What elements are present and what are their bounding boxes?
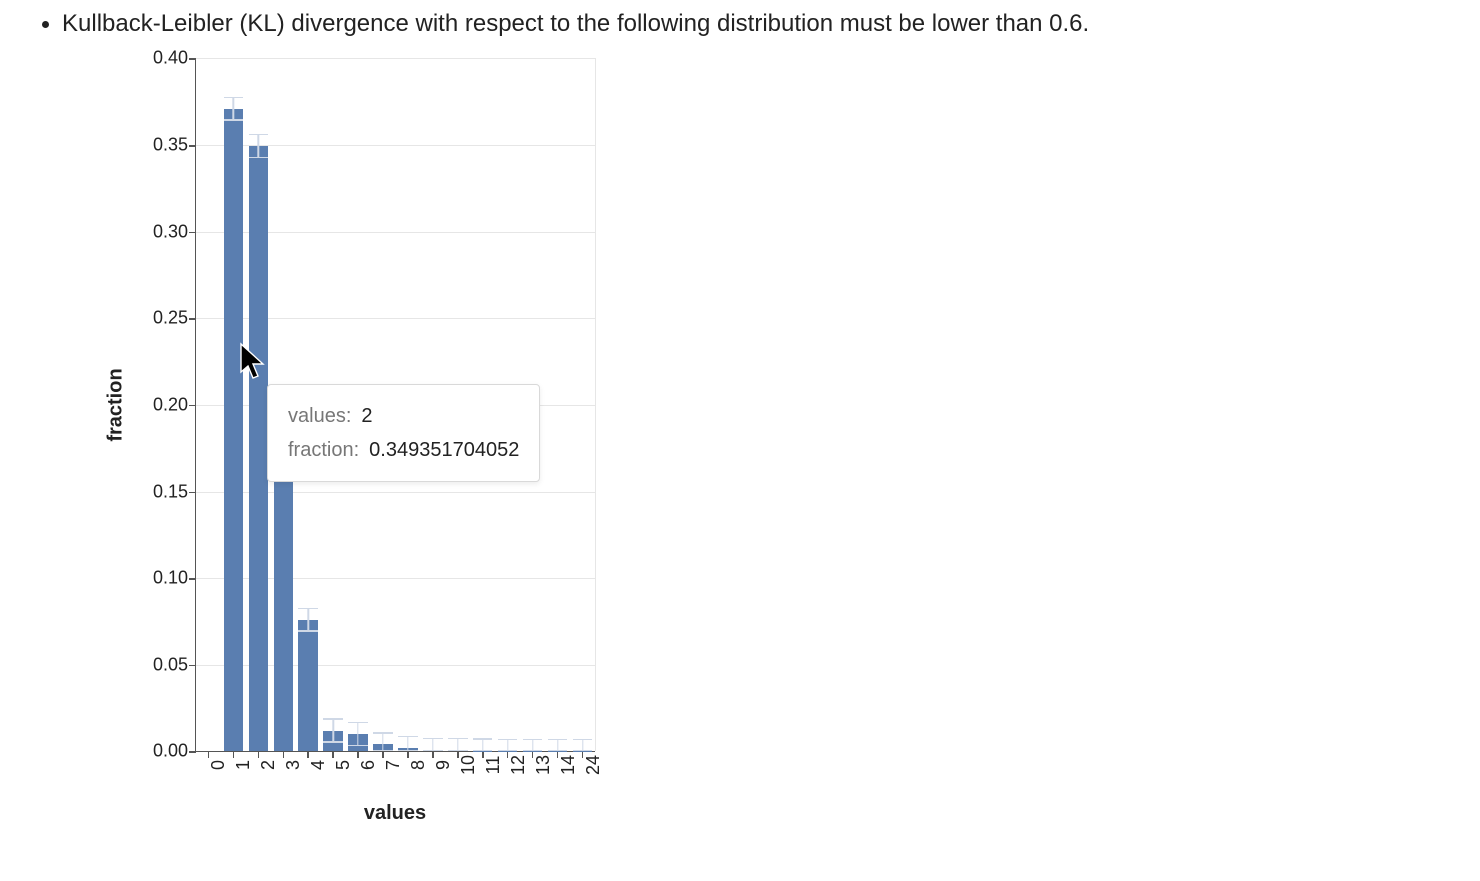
x-tick-label: 4 (308, 760, 329, 770)
x-tick-label: 11 (483, 756, 504, 775)
y-tick-label: 0.10 (153, 568, 188, 589)
x-tick-label: 2 (258, 760, 279, 770)
bar[interactable] (224, 109, 243, 752)
x-tick-mark (407, 751, 409, 758)
x-tick-label: 6 (358, 760, 379, 770)
y-tick-mark (189, 751, 196, 753)
x-tick-label: 10 (458, 755, 479, 775)
error-bar (498, 739, 517, 752)
tooltip-fraction-label: fraction: (288, 433, 359, 467)
y-tick-mark (189, 578, 196, 580)
bar[interactable] (323, 731, 342, 752)
error-bar (548, 739, 567, 751)
x-tick-mark (332, 751, 334, 758)
bar[interactable] (373, 744, 392, 751)
y-tick-label: 0.05 (153, 654, 188, 675)
y-tick-mark (189, 232, 196, 234)
x-tick-mark (432, 751, 434, 758)
bar[interactable] (348, 734, 367, 751)
y-tick-mark (189, 58, 196, 60)
x-tick-mark (382, 751, 384, 758)
bar[interactable] (398, 748, 417, 751)
y-tick-label: 0.20 (153, 394, 188, 415)
y-tick-label: 0.35 (153, 135, 188, 156)
y-tick-label: 0.25 (153, 308, 188, 329)
tooltip-values-value: 2 (361, 399, 372, 433)
x-tick-mark (233, 751, 235, 758)
tooltip-values-label: values: (288, 399, 351, 433)
y-tick-mark (189, 405, 196, 407)
bar[interactable] (523, 751, 542, 752)
y-tick-mark (189, 492, 196, 494)
bar[interactable] (473, 751, 492, 752)
gridline (196, 58, 595, 59)
y-tick-mark (189, 665, 196, 667)
bar[interactable] (249, 146, 268, 751)
y-tick-label: 0.40 (153, 48, 188, 69)
x-tick-label: 0 (208, 760, 229, 770)
tooltip: values: 2 fraction: 0.349351704052 (267, 384, 540, 482)
x-tick-label: 7 (383, 760, 404, 770)
x-tick-label: 1 (233, 760, 254, 770)
tooltip-fraction-value: 0.349351704052 (369, 433, 519, 467)
x-axis-label: values (364, 802, 426, 825)
x-tick-mark (307, 751, 309, 758)
x-tick-label: 3 (283, 760, 304, 770)
x-tick-label: 13 (533, 755, 554, 775)
x-tick-label: 5 (333, 760, 354, 770)
y-tick-label: 0.30 (153, 221, 188, 242)
y-axis-label: fraction (105, 369, 128, 442)
bar[interactable] (448, 750, 467, 751)
x-tick-mark (283, 751, 285, 758)
y-tick-mark (189, 318, 196, 320)
chart: fraction values 0.00 0.05 0.10 0.15 0.20 0.25… (80, 58, 640, 848)
x-tick-label: 9 (433, 760, 454, 770)
x-tick-label: 14 (558, 755, 579, 775)
bar[interactable] (298, 620, 317, 752)
bar[interactable] (498, 751, 517, 752)
y-tick-label: 0.00 (153, 741, 188, 762)
y-tick-label: 0.15 (153, 481, 188, 502)
x-tick-mark (208, 751, 210, 758)
x-tick-label: 8 (408, 760, 429, 770)
bullet-text: Kullback-Leibler (KL) divergence with re… (62, 8, 1440, 40)
x-tick-label: 24 (583, 755, 604, 775)
bar[interactable] (423, 750, 442, 752)
error-bar (473, 738, 492, 751)
x-tick-label: 12 (508, 755, 529, 775)
y-tick-mark (189, 145, 196, 147)
error-bar (573, 739, 592, 751)
x-tick-mark (258, 751, 260, 758)
x-tick-mark (357, 751, 359, 758)
error-bar (523, 739, 542, 752)
